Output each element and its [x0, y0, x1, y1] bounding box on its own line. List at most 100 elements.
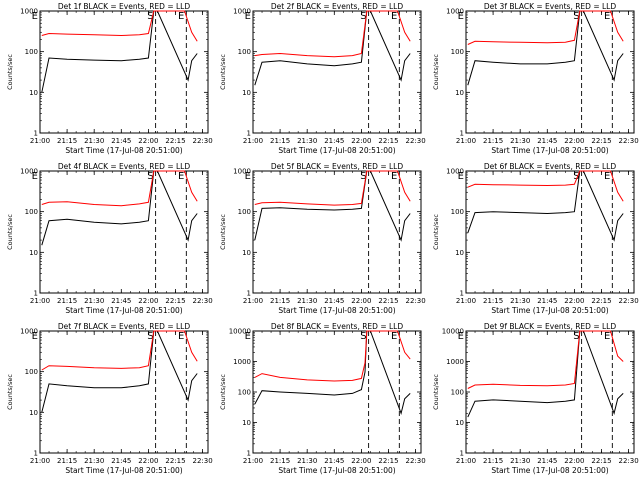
y-tick-label: 10: [455, 249, 464, 257]
plot-frame: [465, 170, 635, 294]
x-tick-label: 21:45: [537, 297, 557, 305]
x-tick-label: 21:45: [324, 297, 344, 305]
y-tick-label: 100: [25, 368, 38, 376]
x-tick-label: 21:00: [243, 457, 263, 465]
x-tick-label: 21:45: [111, 457, 131, 465]
chart-title: Det 3f BLACK = Events, RED = LLD: [484, 2, 617, 11]
x-tick-label: 21:15: [270, 297, 290, 305]
detector-chart-5: Det 5f BLACK = Events, RED = LLD 1 10 100 10…: [219, 162, 426, 315]
detector-chart-4: Det 4f BLACK = Events, RED = LLD 1 10 100 10…: [6, 162, 213, 315]
x-tick-label: 21:15: [57, 297, 77, 305]
x-tick-label: 21:30: [510, 137, 530, 145]
y-axis-label: Counts/sec: [6, 214, 14, 250]
plot-frame: [465, 10, 635, 134]
event-marker-label: S: [573, 11, 579, 22]
x-tick-label: 21:45: [111, 137, 131, 145]
chart-title: Det 5f BLACK = Events, RED = LLD: [271, 162, 404, 171]
chart-title: Det 4f BLACK = Events, RED = LLD: [58, 162, 191, 171]
series-lld-line: [41, 170, 198, 207]
x-tick-label: 21:15: [483, 457, 503, 465]
x-tick-label: 22:15: [165, 137, 185, 145]
y-axis-label: Counts/sec: [219, 54, 227, 90]
x-tick-label: 21:15: [57, 457, 77, 465]
x-tick-label: 21:30: [297, 297, 317, 305]
event-marker-label: E: [604, 11, 610, 22]
y-tick-label: 10: [455, 89, 464, 97]
y-tick-label: 1000: [446, 168, 464, 176]
x-tick-label: 22:15: [591, 457, 611, 465]
y-tick-label: 100: [238, 389, 251, 397]
x-tick-label: 22:15: [165, 457, 185, 465]
x-axis-label: Start Time (17-Jul-08 20:51:00): [65, 466, 182, 475]
x-tick-label: 22:30: [405, 137, 425, 145]
x-tick-label: 22:15: [378, 297, 398, 305]
series-events-line: [467, 10, 624, 86]
y-axis-label: Counts/sec: [432, 374, 440, 410]
x-tick-label: 21:30: [510, 457, 530, 465]
x-axis-label: Start Time (17-Jul-08 20:51:00): [65, 146, 182, 155]
y-axis-label: Counts/sec: [219, 214, 227, 250]
x-tick-label: 21:00: [456, 137, 476, 145]
series-lld-line: [467, 10, 624, 45]
series-events-line: [254, 10, 411, 86]
event-marker-label: S: [360, 331, 366, 342]
x-tick-label: 21:45: [324, 457, 344, 465]
plot-frame: [252, 170, 422, 294]
series-events-line: [41, 170, 198, 246]
x-tick-label: 21:00: [30, 137, 50, 145]
event-marker-label: E: [178, 331, 184, 342]
x-tick-label: 21:00: [30, 457, 50, 465]
detector-chart-2: Det 2f BLACK = Events, RED = LLD 1 10 100 10…: [219, 2, 426, 155]
y-tick-label: 100: [25, 208, 38, 216]
event-marker-label: E: [32, 331, 38, 342]
event-marker-label: S: [147, 331, 153, 342]
y-tick-label: 1000: [233, 8, 251, 16]
y-tick-label: 1: [247, 290, 251, 298]
x-tick-label: 21:00: [243, 297, 263, 305]
y-tick-label: 1000: [20, 328, 38, 336]
x-tick-label: 22:00: [138, 297, 158, 305]
chart-title: Det 2f BLACK = Events, RED = LLD: [271, 2, 404, 11]
x-tick-label: 21:45: [111, 297, 131, 305]
y-tick-label: 10: [455, 419, 464, 427]
series-lld-line: [254, 10, 411, 58]
y-tick-label: 10000: [442, 328, 464, 336]
y-tick-label: 1000: [233, 358, 251, 366]
series-events-line: [467, 330, 624, 418]
series-events-line: [254, 330, 411, 415]
x-tick-label: 22:30: [618, 137, 638, 145]
plot-frame: [465, 330, 635, 454]
series-events-line: [41, 10, 198, 93]
series-events-line: [467, 170, 624, 242]
y-axis-label: Counts/sec: [432, 54, 440, 90]
event-marker-label: E: [32, 11, 38, 22]
y-axis-label: Counts/sec: [219, 374, 227, 410]
x-tick-label: 21:45: [537, 137, 557, 145]
event-marker-label: E: [604, 331, 610, 342]
x-tick-label: 22:30: [192, 457, 212, 465]
x-tick-label: 21:15: [270, 457, 290, 465]
x-tick-label: 22:15: [591, 297, 611, 305]
chart-title: Det 7f BLACK = Events, RED = LLD: [58, 322, 191, 331]
x-tick-label: 21:30: [297, 457, 317, 465]
event-marker-label: S: [573, 171, 579, 182]
plot-frame: [39, 170, 209, 294]
detector-chart-3: Det 3f BLACK = Events, RED = LLD 1 10 100 10…: [432, 2, 639, 155]
x-tick-label: 21:30: [297, 137, 317, 145]
x-tick-label: 22:15: [591, 137, 611, 145]
y-tick-label: 1000: [446, 8, 464, 16]
y-tick-label: 1: [247, 450, 251, 458]
detector-chart-8: Det 8f BLACK = Events, RED = LLD 1 10 100 10…: [219, 322, 426, 475]
x-axis-label: Start Time (17-Jul-08 20:51:00): [491, 146, 608, 155]
y-tick-label: 10: [242, 249, 251, 257]
y-tick-label: 1: [460, 450, 464, 458]
chart-title: Det 1f BLACK = Events, RED = LLD: [58, 2, 191, 11]
chart-title: Det 8f BLACK = Events, RED = LLD: [271, 322, 404, 331]
y-tick-label: 1000: [20, 168, 38, 176]
y-tick-label: 1000: [233, 168, 251, 176]
y-tick-label: 10: [242, 419, 251, 427]
x-tick-label: 22:00: [138, 457, 158, 465]
x-axis-label: Start Time (17-Jul-08 20:51:00): [278, 146, 395, 155]
event-marker-label: S: [147, 11, 153, 22]
x-tick-label: 22:15: [378, 457, 398, 465]
